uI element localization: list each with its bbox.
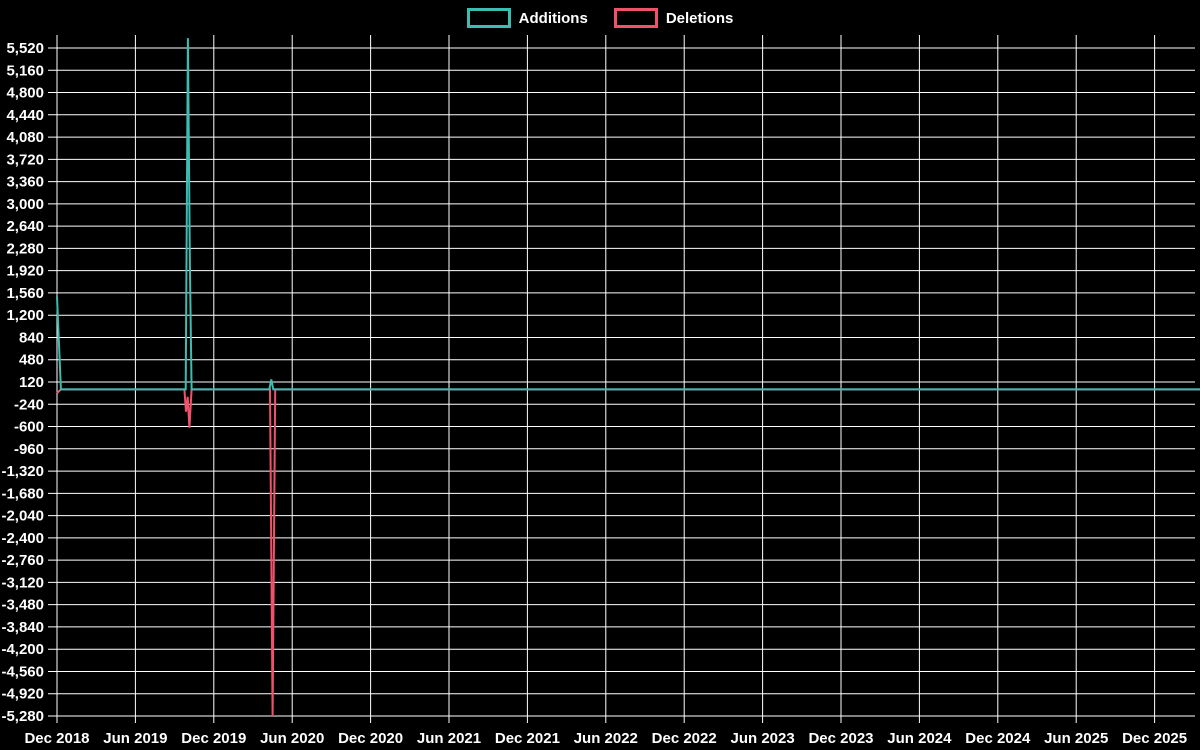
legend-label-deletions: Deletions [665,9,734,27]
x-tick-label: Dec 2021 [495,730,560,747]
y-tick-label: -3,480 [1,597,44,614]
y-tick-label: -2,040 [1,508,44,525]
deletions-line [56,388,1200,717]
y-tick-label: 2,280 [6,240,44,257]
y-tick-label: -4,920 [1,686,44,703]
y-tick-label: -1,320 [1,463,44,480]
y-tick-label: 480 [19,352,44,369]
vertical-gridlines [56,35,1156,723]
y-axis-tick-labels: 5,520 5,160 4,800 4,440 4,080 3,720 3,360 3,000… [1,40,44,725]
y-tick-label: 1,200 [6,307,44,324]
y-tick-label: 3,000 [6,196,44,213]
x-axis-tick-labels: Dec 2018 Jun 2019 Dec 2019 Jun 2020 Dec 2020… [24,730,1187,747]
y-tick-label: 4,440 [6,107,44,124]
x-tick-label: Dec 2020 [338,730,403,747]
y-tick-label: 5,520 [6,40,44,57]
legend-item-additions[interactable]: Additions [466,8,588,28]
y-tick-label: 5,160 [6,62,44,79]
x-tick-label: Jun 2020 [260,730,324,747]
y-tick-label: -240 [14,396,44,413]
x-tick-label: Jun 2024 [887,730,952,747]
x-tick-label: Jun 2023 [730,730,794,747]
x-tick-label: Dec 2024 [965,730,1031,747]
y-tick-label: 3,360 [6,174,44,191]
y-tick-label: 4,800 [6,85,44,102]
y-tick-label: -960 [14,441,44,458]
y-tick-label: 1,560 [6,285,44,302]
y-tick-label: 2,640 [6,218,44,235]
x-tick-label: Jun 2021 [417,730,481,747]
y-tick-label: -4,560 [1,663,44,680]
x-tick-label: Jun 2019 [103,730,167,747]
y-tick-label: -4,200 [1,641,44,658]
x-tick-label: Jun 2025 [1044,730,1108,747]
y-tick-label: -3,120 [1,574,44,591]
x-tick-label: Dec 2022 [652,730,717,747]
x-tick-label: Dec 2019 [181,730,246,747]
chart-legend: Additions Deletions [0,8,1200,28]
x-tick-label: Dec 2023 [808,730,873,747]
y-tick-label: 3,720 [6,151,44,168]
data-series [56,38,1200,717]
y-tick-label: 120 [19,374,44,391]
horizontal-gridlines [48,47,1195,717]
y-tick-label: -600 [14,419,44,436]
y-tick-label: -5,280 [1,708,44,725]
y-tick-label: 4,080 [6,129,44,146]
x-tick-label: Jun 2022 [574,730,638,747]
y-tick-label: -1,680 [1,485,44,502]
legend-item-deletions[interactable]: Deletions [613,8,734,28]
deletions-swatch-icon [613,8,658,28]
y-tick-label: -2,760 [1,552,44,569]
x-tick-label: Dec 2018 [24,730,89,747]
additions-line [56,38,1200,391]
x-tick-label: Dec 2025 [1122,730,1187,747]
y-tick-label: -2,400 [1,530,44,547]
y-tick-label: 840 [19,329,44,346]
y-tick-label: -3,840 [1,619,44,636]
additions-swatch-icon [466,8,511,28]
legend-label-additions: Additions [518,9,588,27]
y-tick-label: 1,920 [6,263,44,280]
